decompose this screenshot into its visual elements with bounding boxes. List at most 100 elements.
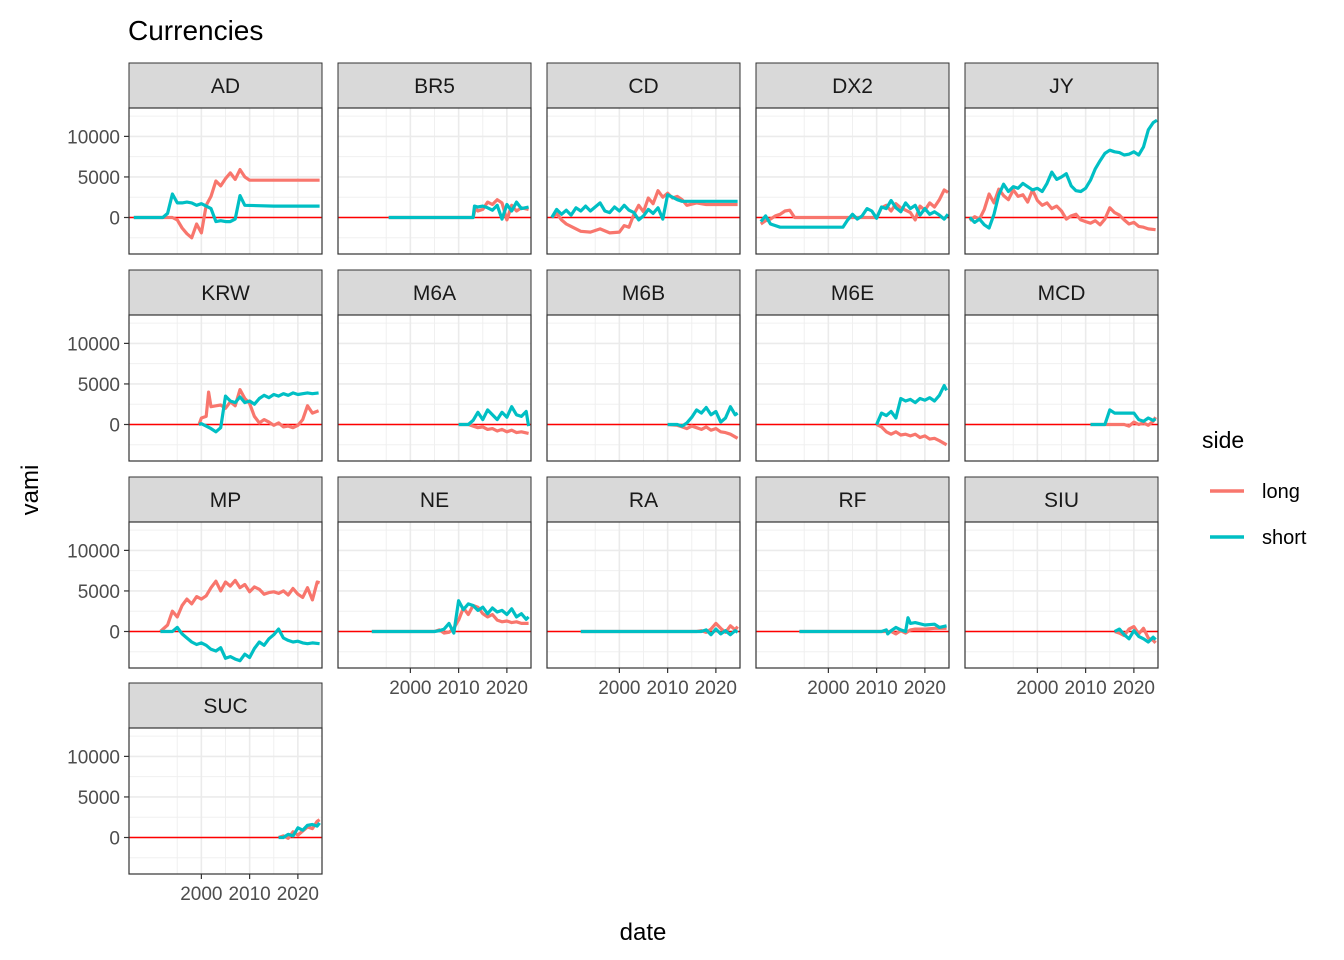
panel-border (755, 314, 950, 462)
facet-label: CD (628, 75, 658, 98)
x-tick-label: 2010 (228, 884, 270, 905)
facet-label: RF (839, 489, 867, 512)
panel-border (546, 314, 741, 462)
facet-cd: CD (546, 62, 741, 255)
y-tick-label: 10000 (67, 334, 120, 355)
y-tick-label: 10000 (67, 541, 120, 562)
x-tick-label: 2020 (695, 678, 737, 699)
facet-m6b: M6B (546, 269, 741, 462)
x-tick-label: 2000 (598, 678, 640, 699)
y-tick-label: 10000 (67, 747, 120, 768)
series-line-short (550, 193, 738, 222)
x-tick-label: 2020 (1113, 678, 1155, 699)
panel-border (755, 521, 950, 669)
facet-m6a: M6A (337, 269, 532, 462)
legend-label-long: long (1262, 481, 1300, 503)
x-tick-label: 2000 (807, 678, 849, 699)
panel-border (964, 521, 1159, 669)
facet-mcd: MCD (964, 269, 1159, 462)
x-tick-label: 2000 (180, 884, 222, 905)
series-line-long (458, 422, 529, 435)
series-line-short (1090, 408, 1157, 427)
panel-border (128, 107, 323, 255)
series-line-short (388, 200, 529, 221)
facet-label: JY (1049, 75, 1074, 98)
series-line-short (799, 616, 947, 636)
y-tick-label: 5000 (78, 375, 120, 396)
facet-ne: NE 2000 2010 2020 (337, 476, 532, 699)
series-line-long (759, 188, 949, 226)
x-axis-label: date (620, 919, 667, 946)
facet-label: AD (211, 75, 240, 98)
series-line-short (1113, 627, 1157, 644)
facet-label: RA (629, 489, 658, 512)
facet-mp: MP 0 5000 10000 (67, 476, 323, 669)
facet-label: M6A (413, 282, 456, 305)
panel-border (964, 107, 1159, 255)
series-line-short (371, 599, 530, 635)
series-line-short (160, 625, 320, 663)
y-tick-label: 0 (109, 829, 120, 850)
panel-border (337, 521, 532, 669)
series-line-short (580, 627, 739, 637)
panel-border (128, 521, 323, 669)
facet-strip (755, 269, 950, 316)
panel-border (337, 314, 532, 462)
facet-label: KRW (201, 282, 250, 305)
series-line-long (197, 388, 320, 430)
series-line-short (875, 384, 949, 426)
legend: side long short (1202, 427, 1307, 549)
x-tick-label: 2020 (904, 678, 946, 699)
y-tick-label: 5000 (78, 788, 120, 809)
y-tick-label: 0 (109, 209, 120, 230)
series-line-short (133, 192, 320, 224)
legend-label-short: short (1262, 527, 1307, 549)
x-tick-label: 2010 (437, 678, 479, 699)
facet-label: M6B (622, 282, 665, 305)
facet-strip (546, 62, 741, 109)
series-line-long (133, 168, 320, 240)
x-tick-label: 2010 (646, 678, 688, 699)
facet-strip (128, 476, 323, 523)
panel-border (128, 727, 323, 875)
facet-strip (755, 62, 950, 109)
series-line-short (968, 118, 1158, 230)
facet-strip (546, 269, 741, 316)
x-tick-label: 2010 (855, 678, 897, 699)
series-line-long (875, 423, 948, 447)
facet-dx2: DX2 (755, 62, 950, 255)
y-axis-label: vami (17, 465, 44, 516)
facet-label: DX2 (832, 75, 873, 98)
facet-strip (964, 269, 1159, 316)
facet-label: SIU (1044, 489, 1079, 512)
facet-strip (337, 476, 532, 523)
y-tick-label: 10000 (67, 127, 120, 148)
facet-panels: AD 0 5000 10000 BR5 CD DX2 JY KRW 0 5000 10000 M6A M6… (67, 62, 1159, 905)
facet-jy: JY (964, 62, 1159, 255)
facet-br5: BR5 (337, 62, 532, 255)
panel-border (546, 521, 741, 669)
facet-strip (964, 476, 1159, 523)
series-line-short (278, 821, 321, 840)
y-tick-label: 0 (109, 623, 120, 644)
facet-label: SUC (203, 695, 247, 718)
panel-border (128, 314, 323, 462)
series-line-short (198, 391, 319, 434)
x-tick-label: 2000 (1016, 678, 1058, 699)
x-tick-label: 2020 (277, 884, 319, 905)
facet-strip (755, 476, 950, 523)
facet-ra: RA 2000 2010 2020 (546, 476, 741, 699)
facet-suc: SUC 0 5000 10000 2000 2010 2020 (67, 682, 323, 905)
series-line-short (667, 405, 739, 428)
panel-border (755, 107, 950, 255)
facet-siu: SIU 2000 2010 2020 (964, 476, 1159, 699)
series-line-short (458, 405, 531, 427)
x-tick-label: 2020 (486, 678, 528, 699)
series-line-long (1090, 416, 1157, 428)
facet-strip (964, 62, 1159, 109)
y-tick-label: 5000 (78, 582, 120, 603)
panel-border (546, 107, 741, 255)
facet-strip (128, 269, 323, 316)
facet-ad: AD 0 5000 10000 (67, 62, 323, 255)
